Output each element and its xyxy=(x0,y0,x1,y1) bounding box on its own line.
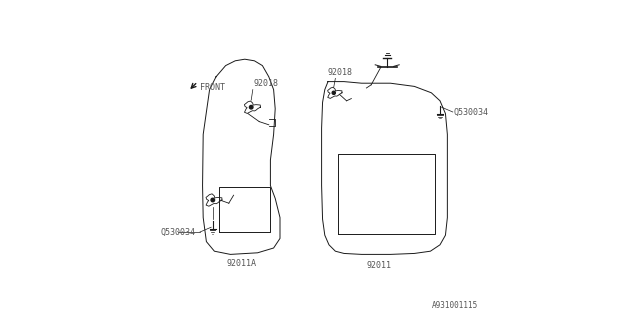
Text: FRONT: FRONT xyxy=(200,83,225,92)
Text: Q530034: Q530034 xyxy=(161,228,196,236)
Circle shape xyxy=(250,105,253,109)
Circle shape xyxy=(211,198,214,202)
Text: 92011A: 92011A xyxy=(227,259,257,268)
Text: 92018: 92018 xyxy=(328,68,353,77)
Text: Q530034: Q530034 xyxy=(453,108,488,116)
Text: 92018: 92018 xyxy=(253,79,279,88)
Text: 92011: 92011 xyxy=(367,261,392,270)
Text: A931001115: A931001115 xyxy=(432,301,479,310)
Circle shape xyxy=(332,91,335,94)
